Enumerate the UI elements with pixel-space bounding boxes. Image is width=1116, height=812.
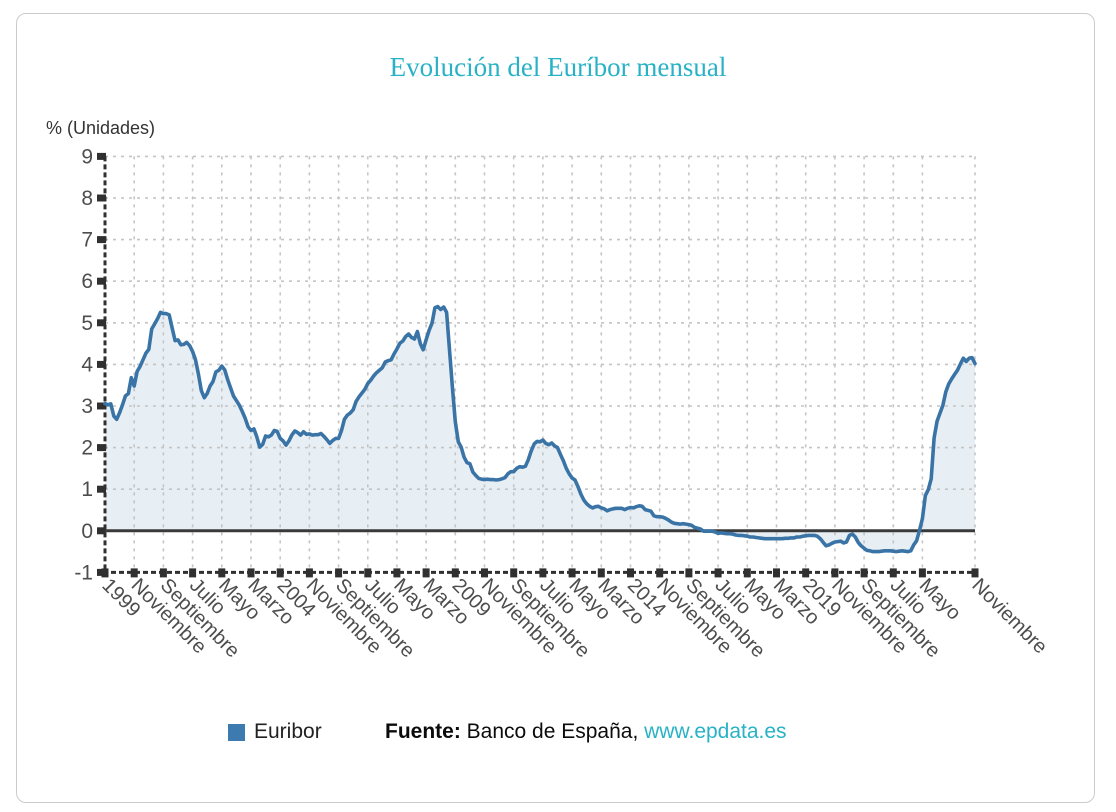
y-tick-mark: [97, 152, 106, 160]
x-tick-mark: [218, 568, 226, 578]
x-tick-mark: [364, 568, 372, 578]
y-tick-mark: [97, 360, 106, 368]
x-tick-mark: [831, 568, 839, 578]
x-tick-mark: [451, 568, 459, 578]
x-tick-mark: [510, 568, 518, 578]
x-tick-mark: [773, 568, 780, 578]
x-tick-mark: [101, 568, 109, 578]
x-tick-mark: [539, 568, 547, 578]
y-tick-label: 2: [81, 437, 93, 460]
legend-swatch-icon: [228, 723, 245, 741]
x-tick-mark: [276, 568, 284, 578]
x-tick-mark: [247, 568, 255, 578]
x-tick-mark: [130, 568, 138, 578]
x-tick-mark: [481, 568, 488, 578]
y-tick-label: 1: [81, 478, 93, 501]
x-tick-mark: [743, 568, 751, 578]
x-tick-mark: [597, 568, 605, 578]
source-prefix: Fuente:: [385, 720, 461, 743]
y-tick-mark: [97, 444, 106, 452]
x-tick-mark: [802, 568, 810, 578]
y-tick-mark: [97, 277, 106, 285]
chart-card: [16, 13, 1095, 803]
y-tick-mark: [97, 527, 106, 535]
x-tick-mark: [422, 568, 430, 578]
y-tick-mark: [97, 194, 106, 202]
x-tick-mark: [159, 568, 167, 578]
x-tick-mark: [918, 568, 926, 578]
x-tick-mark: [714, 568, 722, 578]
euribor-area: [105, 306, 975, 552]
chart-title: Evolución del Euríbor mensual: [389, 52, 727, 82]
y-tick-mark: [97, 485, 106, 493]
x-tick-mark: [189, 568, 197, 578]
y-tick-mark: [97, 319, 106, 327]
y-tick-mark: [97, 402, 106, 410]
x-tick-mark: [685, 568, 693, 578]
x-tick-mark: [568, 568, 576, 578]
x-tick-mark: [656, 568, 664, 578]
source-line: Fuente: Banco de España, www.epdata.es: [385, 720, 787, 744]
legend: Euribor: [228, 720, 322, 744]
y-tick-label: 9: [81, 145, 93, 168]
y-tick-label: 8: [81, 187, 93, 210]
x-tick-mark: [971, 568, 979, 578]
y-tick-label: 4: [81, 353, 93, 376]
source-text: Banco de España,: [460, 720, 645, 743]
x-tick-mark: [860, 568, 868, 578]
x-tick-mark: [627, 568, 634, 578]
x-tick-label: Noviembre: [967, 574, 1051, 658]
y-tick-label: -1: [74, 561, 93, 584]
x-tick-mark: [889, 568, 897, 578]
x-tick-mark: [393, 568, 401, 578]
y-axis-unit-label: % (Unidades): [46, 118, 156, 138]
y-tick-label: 3: [81, 395, 93, 418]
x-tick-mark: [335, 568, 343, 578]
legend-label: Euribor: [254, 720, 322, 743]
y-tick-label: 7: [81, 229, 93, 252]
y-tick-mark: [97, 236, 106, 244]
y-tick-label: 0: [81, 520, 93, 543]
x-tick-mark: [305, 568, 313, 578]
source-link[interactable]: www.epdata.es: [644, 720, 787, 743]
y-tick-label: 5: [81, 312, 93, 335]
y-tick-label: 6: [81, 270, 93, 293]
euribor-line: [103, 304, 977, 554]
